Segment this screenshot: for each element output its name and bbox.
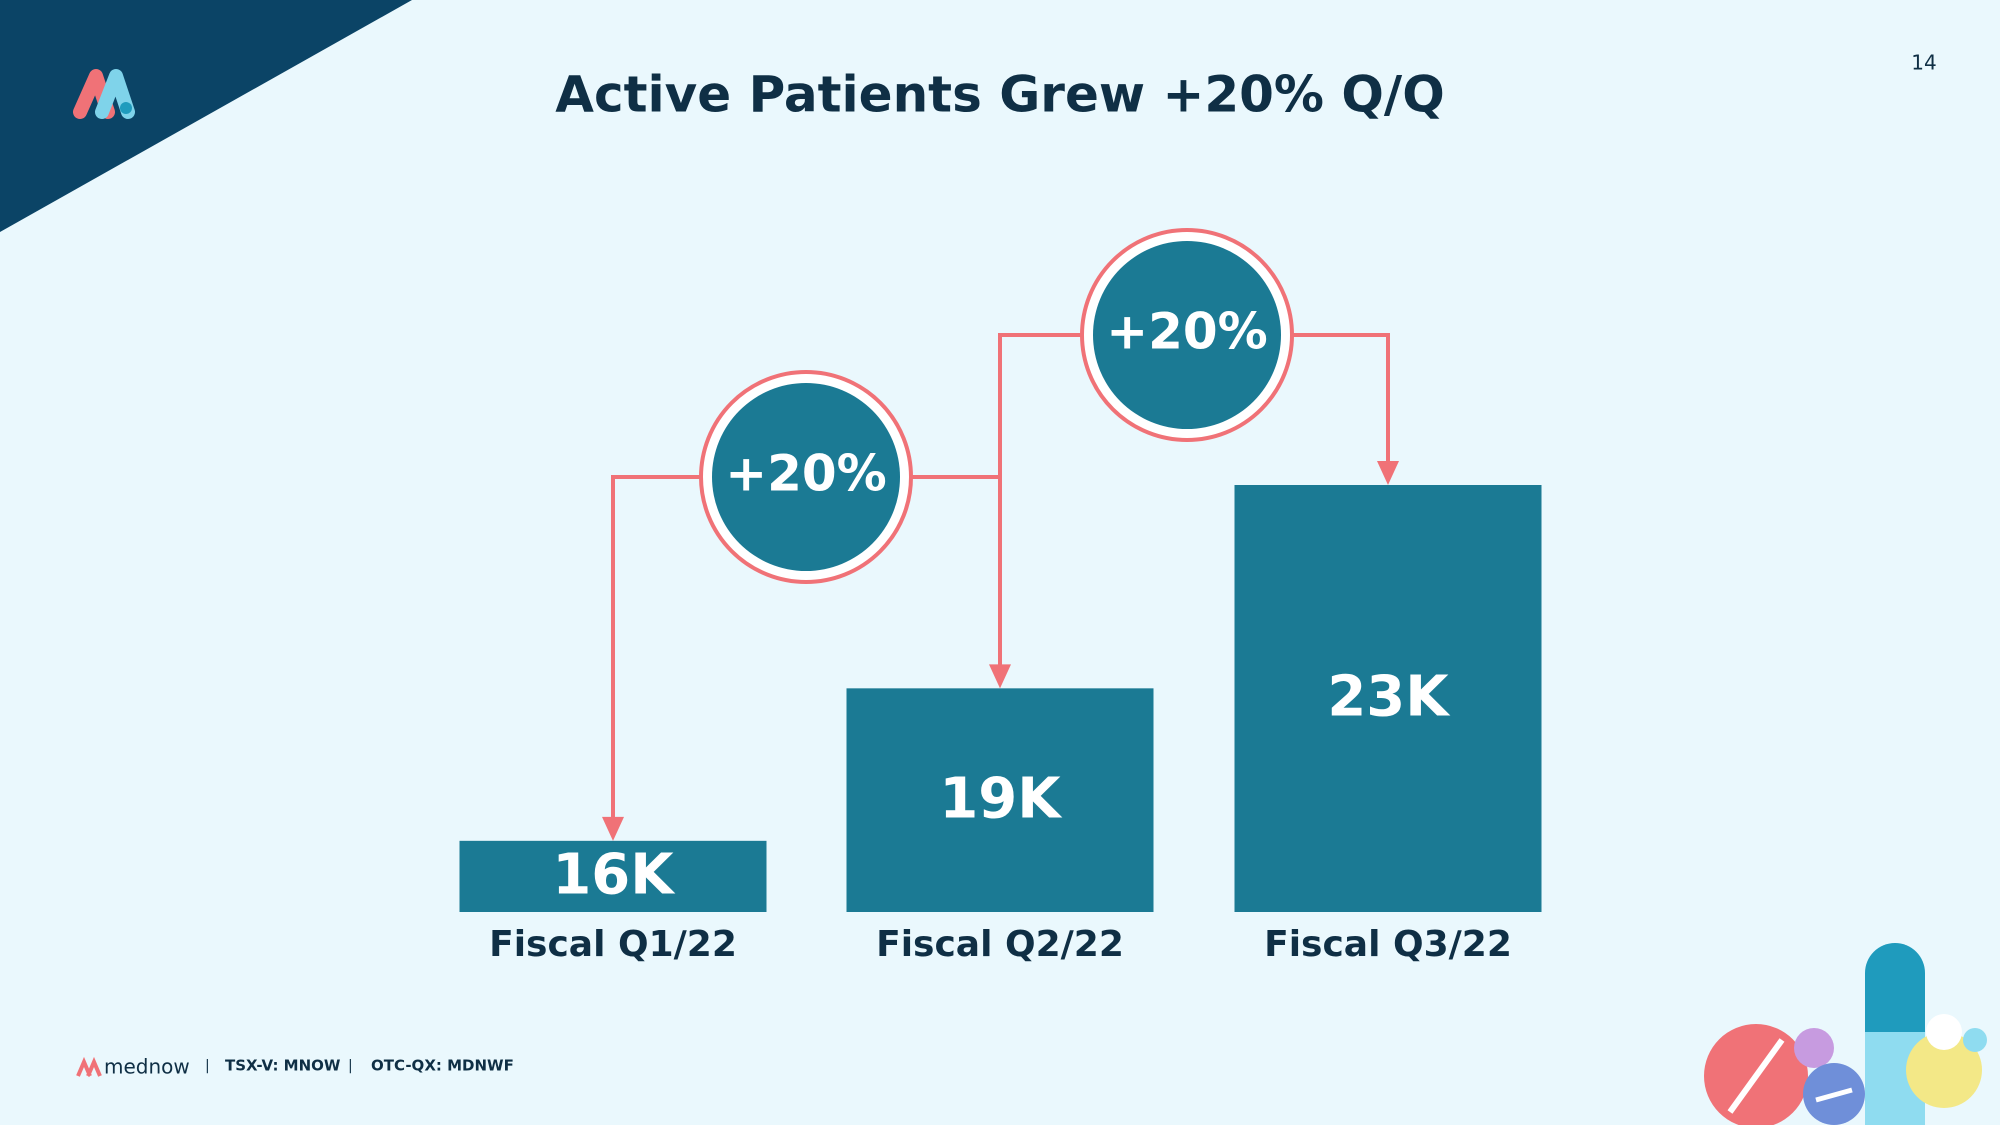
separator: | <box>348 1058 353 1074</box>
corner-banner <box>0 0 412 232</box>
footer-listing: TSX-V: MNOW <box>225 1057 341 1075</box>
arrow-head <box>1377 461 1399 485</box>
value-label: 19K <box>939 766 1063 831</box>
growth-label: +20% <box>725 445 887 503</box>
arrow-head <box>989 664 1011 689</box>
bar <box>846 688 1154 912</box>
chart-title: Active Patients Grew +20% Q/Q <box>555 66 1444 124</box>
growth-badge <box>1093 241 1281 429</box>
footer-listing: OTC-QX: MDNWF <box>371 1057 514 1075</box>
growth-label: +20% <box>1106 303 1268 361</box>
value-label: 16K <box>552 843 676 908</box>
arrow-head <box>602 816 624 841</box>
value-label: 23K <box>1327 665 1451 730</box>
pills-decoration <box>1704 943 1987 1125</box>
x-tick-label: Fiscal Q1/22 <box>489 924 737 965</box>
logo <box>73 69 135 119</box>
page-number: 14 <box>1911 51 1936 75</box>
bar <box>1234 485 1542 912</box>
footer-brand: mednow <box>104 1055 190 1079</box>
x-tick-label: Fiscal Q3/22 <box>1264 924 1512 965</box>
plot: 16K Fiscal Q1/22 19K Fiscal Q2/22 23K Fiscal … <box>459 228 1542 965</box>
footer-logo <box>76 1056 102 1077</box>
growth-badge <box>712 383 900 571</box>
footer: mednow | TSX-V: MNOW | OTC-QX: MDNWF <box>76 1055 514 1079</box>
bar <box>459 840 767 912</box>
x-tick-label: Fiscal Q2/22 <box>876 924 1124 965</box>
separator: | <box>205 1058 210 1074</box>
